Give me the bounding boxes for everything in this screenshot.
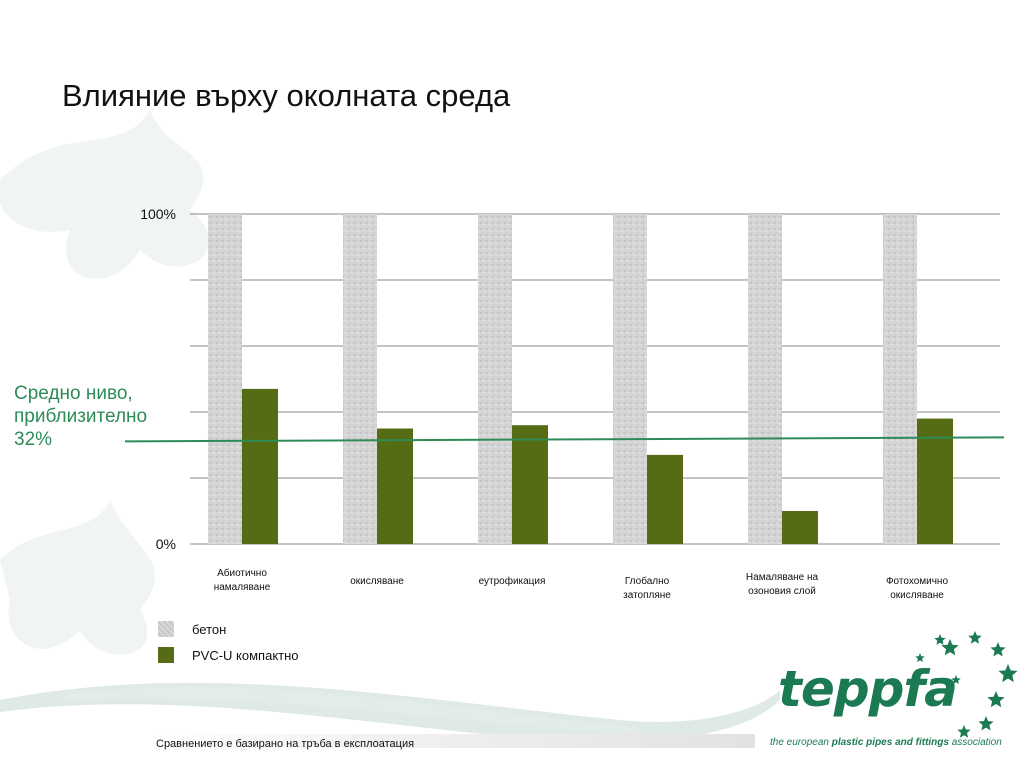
logo-wordmark: teppfa — [778, 660, 958, 718]
bar-pvc — [512, 425, 548, 544]
logo-tagline-pre: the european — [770, 737, 832, 748]
bar-concrete — [343, 214, 377, 544]
x-tick-label: Намаляване на — [746, 572, 819, 583]
star-shape — [978, 716, 994, 731]
logo-tagline-post: association — [948, 737, 1002, 748]
x-tick-label: еутрофикация — [479, 575, 546, 587]
logo-tagline-bold: plastic pipes and fittings — [831, 737, 949, 748]
average-label-line-1: Средно ниво, — [14, 383, 133, 404]
teppfa-star-icon — [915, 631, 1018, 738]
legend-swatch-pvc — [158, 647, 174, 663]
star-shape — [990, 642, 1006, 657]
bar-concrete — [748, 214, 782, 544]
y-tick-label: 100% — [140, 206, 176, 222]
bar-pvc — [782, 511, 818, 544]
x-tick-label: затопляне — [623, 590, 671, 601]
star-shape — [998, 664, 1018, 683]
legend-item-concrete: бетон — [158, 620, 299, 638]
star-shape — [915, 653, 925, 662]
x-tick-label: намаляване — [214, 582, 271, 593]
footer-bar — [150, 734, 755, 748]
average-level-label: Средно ниво, приблизително 32% — [14, 382, 184, 451]
x-tick-label: окисляване — [890, 590, 944, 601]
x-tick-label: озоновия слой — [748, 586, 816, 597]
legend-item-pvc: PVC-U компактно — [158, 646, 299, 664]
x-tick-label: Абиотично — [217, 567, 267, 579]
star-shape — [968, 631, 982, 644]
legend-label-pvc: PVC-U компактно — [192, 647, 299, 663]
average-label-line-2: приблизително — [14, 406, 148, 427]
star-shape — [957, 725, 971, 738]
x-tick-label: окисляване — [350, 576, 404, 587]
bar-concrete — [613, 214, 647, 544]
bar-pvc — [242, 388, 278, 544]
bar-concrete — [883, 214, 917, 544]
x-tick-label: Глобално — [625, 575, 670, 587]
bar-pvc — [917, 418, 953, 544]
star-shape — [951, 675, 961, 684]
star-shape — [934, 634, 946, 645]
page-title: Влияние върху околната среда — [62, 78, 511, 113]
star-shape — [987, 691, 1005, 708]
bar-concrete — [208, 214, 242, 544]
y-tick-label: 0% — [156, 536, 176, 552]
footnote: Сравнението е базирано на тръба в експло… — [156, 738, 415, 750]
bar-concrete — [478, 214, 512, 544]
x-tick-label: Фотохомично — [886, 576, 949, 587]
legend-label-concrete: бетон — [192, 621, 227, 637]
average-label-line-3: 32% — [14, 429, 53, 450]
legend-swatch-concrete — [158, 621, 174, 637]
average-line — [124, 436, 1005, 443]
bar-pvc — [647, 454, 683, 544]
chart-legend: бетон PVC-U компактно — [158, 620, 299, 672]
bar-pvc — [377, 428, 413, 544]
star-shape — [941, 639, 959, 656]
logo-tagline: the european plastic pipes and fittings … — [770, 737, 1002, 748]
